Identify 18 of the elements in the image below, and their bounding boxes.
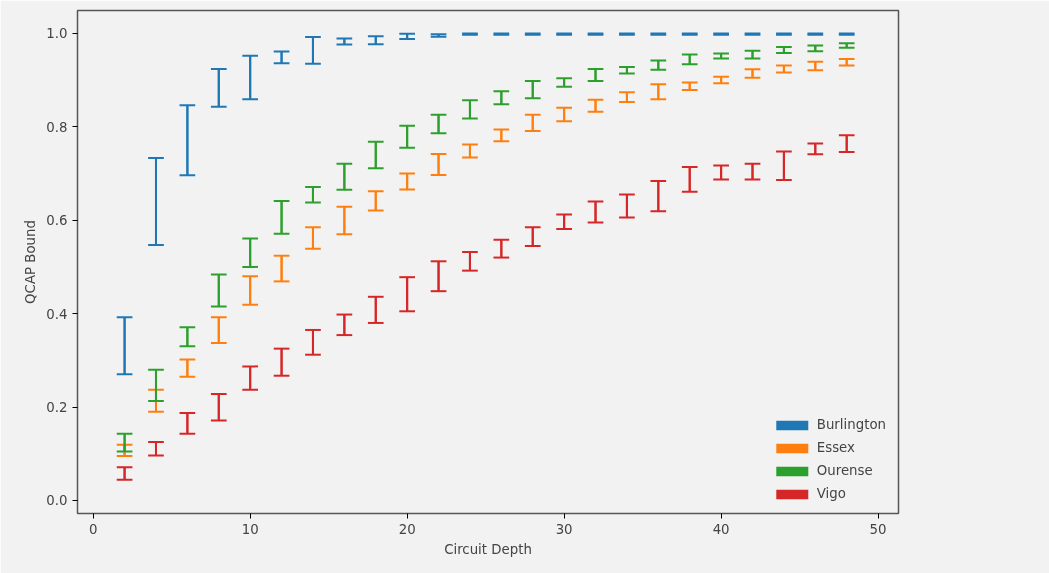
x-tick-label: 40	[712, 521, 730, 537]
x-tick-label: 0	[88, 521, 98, 537]
y-tick-label: 0.2	[46, 400, 68, 416]
x-tick-label: 10	[241, 521, 259, 537]
y-tick-label: 0.0	[46, 493, 68, 509]
legend-label: Burlington	[816, 417, 886, 432]
y-tick-label: 0.6	[46, 213, 68, 229]
legend-label: Vigo	[816, 486, 846, 501]
y-tick-label: 0.4	[46, 306, 68, 322]
y-tick-label: 0.8	[46, 119, 68, 135]
x-tick-label: 20	[398, 521, 416, 537]
y-tick-label: 1.0	[46, 26, 68, 42]
y-axis-title: QCAP Bound	[23, 220, 39, 304]
x-axis-title: Circuit Depth	[444, 541, 532, 557]
x-tick-label: 50	[869, 521, 887, 537]
legend-label: Ourense	[816, 463, 873, 478]
legend-label: Essex	[816, 440, 855, 455]
x-tick-label: 30	[555, 521, 573, 537]
